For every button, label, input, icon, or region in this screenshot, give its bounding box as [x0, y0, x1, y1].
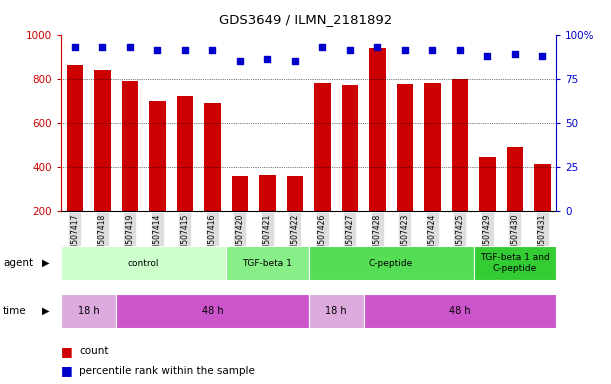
Text: ▶: ▶: [42, 306, 49, 316]
Point: [290, 58, 300, 64]
Bar: [342, 85, 358, 211]
Point: [482, 53, 492, 59]
Point: [510, 51, 519, 57]
Bar: [424, 83, 441, 211]
Point: [373, 44, 382, 50]
Text: agent: agent: [3, 258, 33, 268]
Bar: [61, 294, 116, 328]
Bar: [309, 246, 474, 280]
Bar: [309, 294, 364, 328]
Bar: [67, 66, 83, 211]
Text: time: time: [3, 306, 27, 316]
Bar: [397, 84, 413, 211]
Text: percentile rank within the sample: percentile rank within the sample: [79, 366, 255, 376]
Bar: [177, 96, 193, 211]
Point: [318, 44, 327, 50]
Point: [263, 56, 273, 62]
Bar: [534, 164, 551, 211]
Point: [207, 47, 218, 53]
Point: [400, 47, 409, 53]
Text: ■: ■: [61, 345, 73, 358]
Text: count: count: [79, 346, 109, 356]
Point: [98, 44, 108, 50]
Bar: [61, 246, 226, 280]
Bar: [287, 176, 303, 211]
Text: 48 h: 48 h: [202, 306, 223, 316]
Bar: [474, 246, 556, 280]
Point: [345, 47, 354, 53]
Text: ■: ■: [61, 364, 73, 377]
Text: control: control: [128, 258, 159, 268]
Bar: [452, 79, 468, 211]
Bar: [116, 294, 309, 328]
Bar: [226, 246, 309, 280]
Bar: [314, 83, 331, 211]
Bar: [364, 294, 556, 328]
Bar: [232, 176, 248, 211]
Bar: [369, 48, 386, 211]
Bar: [507, 147, 523, 211]
Point: [455, 47, 464, 53]
Point: [153, 47, 163, 53]
Text: 18 h: 18 h: [325, 306, 347, 316]
Point: [427, 47, 437, 53]
Point: [125, 44, 134, 50]
Text: ▶: ▶: [42, 258, 49, 268]
Point: [70, 44, 79, 50]
Bar: [204, 103, 221, 211]
Point: [235, 58, 244, 64]
Bar: [479, 157, 496, 211]
Bar: [94, 70, 111, 211]
Text: TGF-beta 1 and
C-peptide: TGF-beta 1 and C-peptide: [480, 253, 550, 273]
Point: [538, 53, 547, 59]
Text: GDS3649 / ILMN_2181892: GDS3649 / ILMN_2181892: [219, 13, 392, 26]
Bar: [122, 81, 138, 211]
Text: C-peptide: C-peptide: [369, 258, 413, 268]
Bar: [149, 101, 166, 211]
Text: 48 h: 48 h: [449, 306, 470, 316]
Point: [180, 47, 189, 53]
Text: 18 h: 18 h: [78, 306, 100, 316]
Bar: [259, 175, 276, 211]
Text: TGF-beta 1: TGF-beta 1: [243, 258, 292, 268]
